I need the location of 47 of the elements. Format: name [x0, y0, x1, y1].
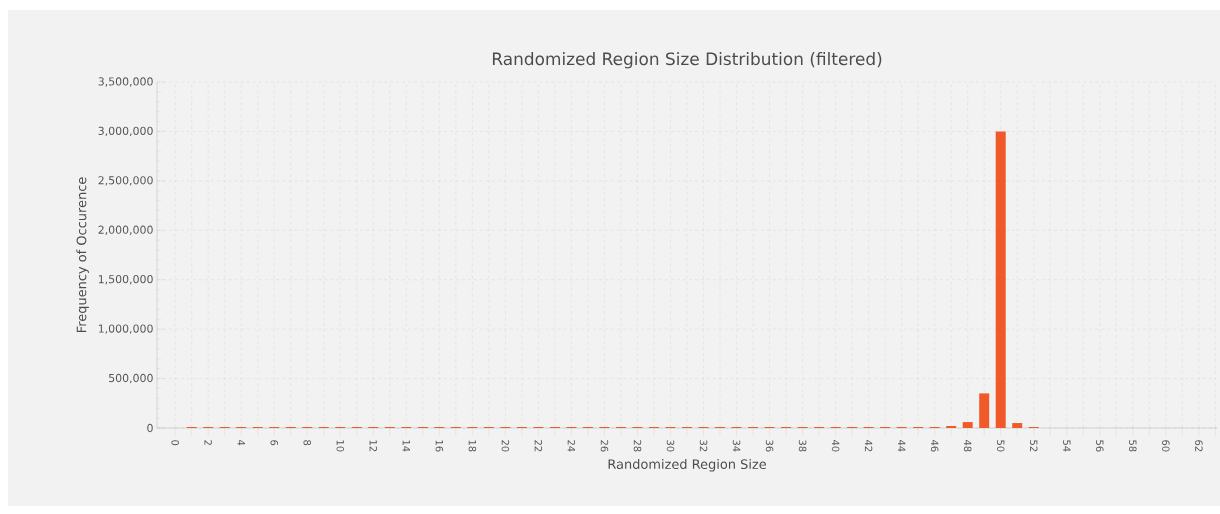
x-tick-label: 62 — [1195, 440, 1203, 452]
x-tick-label: 48 — [963, 439, 972, 452]
x-tick-label: 0 — [171, 440, 179, 446]
y-tick-label: 1,500,000 — [98, 275, 153, 285]
y-axis-title: Frequency of Occurence — [76, 177, 89, 333]
x-tick-label: 44 — [898, 439, 906, 452]
x-tick-label: 34 — [732, 440, 741, 452]
x-tick-label: 58 — [1129, 440, 1137, 452]
x-tick-label: 12 — [369, 440, 378, 452]
y-tick-label: 3,500,000 — [98, 77, 153, 87]
x-tick-label: 2 — [204, 440, 212, 445]
y-tick-label: 2,000,000 — [98, 225, 153, 235]
x-tick-label: 28 — [633, 440, 642, 452]
x-tick-label: 8 — [303, 440, 312, 446]
chart-title: Randomized Region Size Distribution (filtered) — [492, 52, 882, 69]
x-tick-label: 54 — [1063, 440, 1071, 452]
x-tick-label: 14 — [402, 440, 410, 452]
x-tick-label: 60 — [1162, 440, 1170, 452]
x-tick-label: 16 — [435, 440, 444, 452]
x-tick-label: 32 — [699, 440, 708, 452]
x-tick-label: 4 — [237, 439, 245, 446]
x-tick-label: 46 — [930, 439, 939, 452]
x-tick-label: 42 — [864, 439, 873, 452]
y-tick-label: 3,000,000 — [98, 126, 153, 137]
x-tick-label: 38 — [798, 440, 807, 452]
y-tick-label: 1,000,000 — [98, 324, 153, 334]
x-tick-label: 10 — [336, 440, 345, 452]
x-tick-label: 26 — [600, 440, 609, 452]
bar — [1012, 423, 1023, 428]
x-axis-title: Randomized Region Size — [608, 459, 767, 472]
x-tick-label: 40 — [831, 439, 840, 452]
x-tick-label: 52 — [1029, 440, 1038, 452]
bar — [995, 131, 1006, 428]
x-tick-label: 56 — [1096, 440, 1104, 452]
y-tick-label: 500,000 — [109, 373, 153, 384]
x-tick-label: 50 — [996, 440, 1005, 452]
x-tick-label: 36 — [765, 440, 774, 452]
x-tick-label: 18 — [468, 440, 477, 452]
x-tick-label: 24 — [567, 440, 576, 452]
x-tick-label: 6 — [270, 440, 279, 446]
bar — [979, 393, 990, 428]
x-tick-label: 22 — [534, 440, 543, 452]
x-tick-label: 20 — [501, 440, 510, 452]
bar — [962, 422, 973, 428]
y-tick-label: 2,500,000 — [98, 176, 153, 186]
y-tick-label: 0 — [147, 423, 153, 433]
x-tick-label: 30 — [666, 440, 675, 452]
